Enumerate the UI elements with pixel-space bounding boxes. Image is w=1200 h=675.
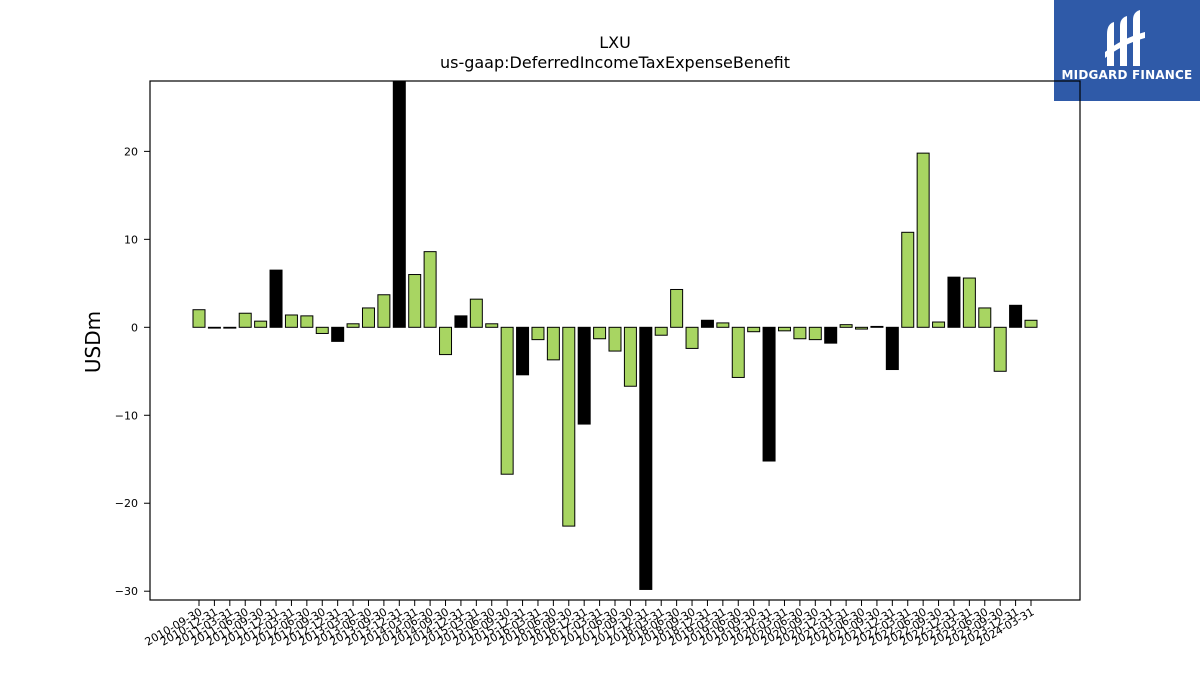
bar xyxy=(284,314,298,328)
bar xyxy=(516,326,530,376)
bar xyxy=(469,298,483,328)
bar xyxy=(1024,319,1038,328)
bar xyxy=(500,326,514,475)
bar xyxy=(762,326,776,462)
chart-subtitle: us-gaap:DeferredIncomeTaxExpenseBenefit xyxy=(440,53,790,72)
y-tick-label: 0 xyxy=(131,321,138,334)
bar xyxy=(454,315,468,328)
bar xyxy=(485,323,499,328)
bar xyxy=(408,274,422,328)
bar xyxy=(300,315,314,328)
bar xyxy=(639,326,653,590)
bar xyxy=(716,322,730,328)
bar xyxy=(839,324,853,328)
y-tick-label: −20 xyxy=(115,497,138,510)
bar xyxy=(978,307,992,328)
y-tick-label: −30 xyxy=(115,585,138,598)
brand-logo: MIDGARD FINANCE xyxy=(1054,0,1200,101)
bar xyxy=(238,312,252,328)
bar xyxy=(608,326,622,352)
bar xyxy=(885,326,899,371)
bar xyxy=(423,251,437,328)
bar xyxy=(993,326,1007,372)
bar xyxy=(546,326,560,361)
bar xyxy=(670,288,684,328)
bar xyxy=(315,326,329,334)
bar xyxy=(855,326,869,330)
bar xyxy=(361,307,375,328)
bar xyxy=(870,325,884,328)
bar xyxy=(562,326,576,527)
bar xyxy=(593,326,607,340)
bar xyxy=(577,326,591,425)
bar xyxy=(254,320,268,328)
bar xyxy=(531,326,545,341)
bar xyxy=(747,326,761,333)
bar xyxy=(777,326,791,332)
y-tick-label: 10 xyxy=(124,233,138,246)
bar xyxy=(223,326,237,329)
bar xyxy=(808,326,822,341)
bar xyxy=(192,309,206,328)
y-tick-label: −10 xyxy=(115,409,138,422)
bar xyxy=(439,326,453,356)
bar xyxy=(623,326,637,387)
bar xyxy=(947,276,961,328)
bar xyxy=(331,326,345,342)
bar xyxy=(269,269,283,328)
y-axis-label: USDm xyxy=(81,311,105,373)
bar xyxy=(346,323,360,328)
bar xyxy=(793,326,807,340)
logo-mark-icon xyxy=(1105,10,1145,66)
bar xyxy=(1009,304,1023,328)
bar xyxy=(207,326,221,329)
bar xyxy=(901,231,915,328)
bar xyxy=(731,326,745,378)
bar xyxy=(700,319,714,328)
bar xyxy=(962,277,976,328)
bar xyxy=(685,326,699,349)
bar xyxy=(916,152,930,328)
chart-title: LXU xyxy=(599,33,631,52)
bar xyxy=(377,294,391,328)
bar xyxy=(392,80,406,328)
bar xyxy=(654,326,668,336)
bar xyxy=(824,326,838,344)
bar xyxy=(932,321,946,328)
y-tick-label: 20 xyxy=(124,145,138,158)
brand-name: MIDGARD FINANCE xyxy=(1061,68,1193,82)
